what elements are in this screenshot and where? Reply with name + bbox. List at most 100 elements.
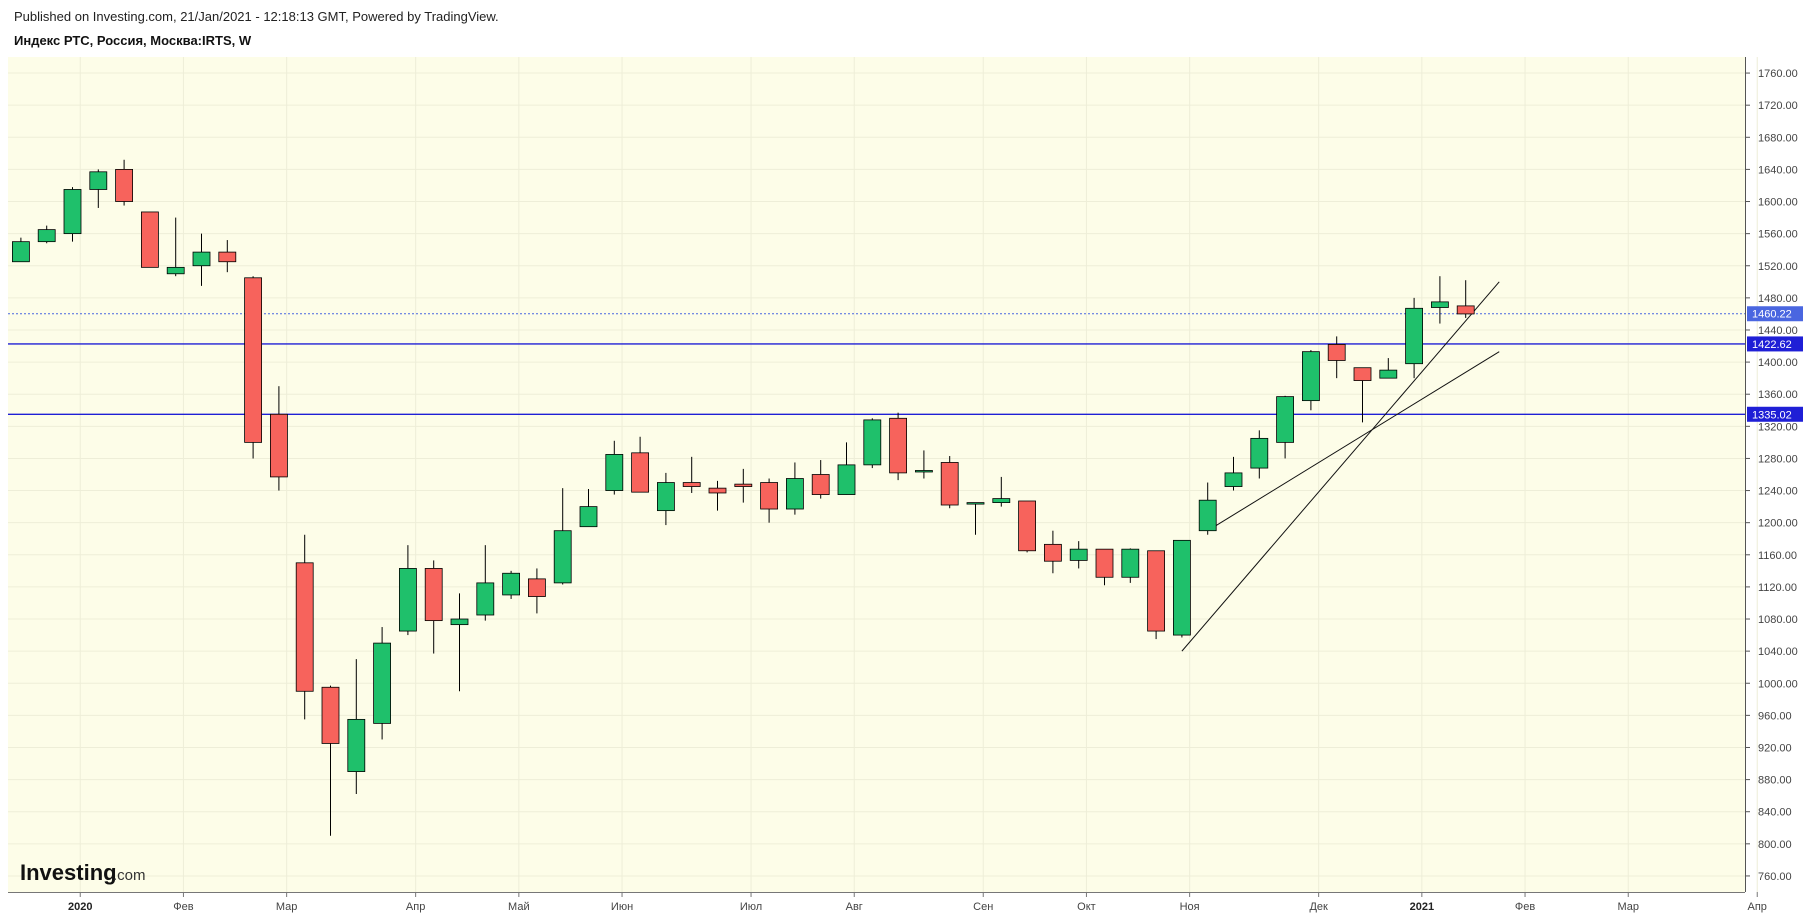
candle-body	[734, 483, 753, 487]
candle	[889, 412, 907, 481]
candle	[192, 233, 211, 286]
candle	[347, 659, 366, 795]
last-price-label-bg	[1747, 306, 1803, 322]
price-tick-label: 1000.00	[1758, 678, 1798, 690]
price-tick-label: 1120.00	[1758, 582, 1797, 594]
candle-body	[115, 169, 133, 202]
candle	[992, 476, 1011, 507]
candle	[1121, 548, 1140, 583]
candle-body	[166, 266, 185, 275]
candle	[244, 276, 263, 459]
price-tick-label: 1200.00	[1758, 518, 1798, 530]
candle-body	[218, 251, 237, 263]
candle-body	[553, 530, 572, 584]
candle	[1353, 367, 1372, 423]
candle	[657, 472, 675, 526]
candle	[579, 488, 598, 528]
time-tick-label: Апр	[406, 901, 425, 913]
price-tick-label: 1640.00	[1758, 164, 1798, 176]
price-tick-label: 1760.00	[1758, 68, 1798, 80]
candle-body	[269, 413, 288, 478]
candles	[11, 159, 1475, 836]
candle	[11, 237, 30, 263]
candle-body	[1095, 548, 1114, 578]
candle-body	[321, 686, 340, 744]
price-tick-label: 960.00	[1758, 710, 1792, 722]
candle	[269, 386, 288, 491]
price-tick-label: 1520.00	[1758, 261, 1798, 273]
investing-logo: Investing .com	[20, 860, 146, 885]
plot-area[interactable]	[8, 57, 1745, 892]
candle-body	[347, 718, 366, 772]
candle	[605, 440, 624, 495]
candle	[811, 460, 830, 499]
time-axis[interactable]: 2020 Фев Мар Апр Май Июн Июл Авг Сен Окт Ноя Дек 202…	[8, 892, 1767, 913]
price-tick-label: 1680.00	[1758, 132, 1798, 144]
candle	[940, 456, 959, 509]
candle	[708, 480, 727, 511]
candle	[140, 211, 159, 268]
candle	[166, 217, 185, 277]
candle-body	[915, 470, 933, 473]
price-tick-label: 1600.00	[1758, 197, 1798, 209]
price-tick-label: 1440.00	[1758, 325, 1798, 337]
candle-body	[11, 241, 30, 263]
horizontal-levels	[8, 313, 1745, 415]
candle	[1069, 541, 1088, 569]
candle-body	[1250, 437, 1269, 469]
candle	[450, 593, 469, 692]
candle	[631, 436, 649, 493]
candle-body	[1327, 344, 1346, 361]
price-axis[interactable]: 760.00 800.00 840.00 880.00 920.00 960.00 1000…	[1745, 68, 1798, 883]
candle-body	[1302, 351, 1320, 402]
trendline	[1181, 281, 1500, 652]
time-tick-label: 2021	[1410, 901, 1434, 913]
time-tick-label: Июн	[611, 901, 633, 913]
price-tick-label: 800.00	[1758, 839, 1792, 851]
candle	[1198, 482, 1217, 535]
price-tick-label: 1480.00	[1758, 293, 1798, 305]
candle	[1379, 358, 1398, 379]
price-tick-label: 920.00	[1758, 742, 1792, 754]
candle	[760, 478, 778, 523]
candle-body	[37, 229, 56, 243]
candle-body	[192, 251, 211, 267]
time-tick-label: Ноя	[1180, 901, 1200, 913]
logo-suffix: .com	[113, 867, 146, 884]
candle	[1276, 395, 1294, 459]
candle	[1224, 456, 1243, 491]
candle-body	[244, 277, 263, 443]
candle-body	[1456, 305, 1475, 315]
candle-body	[1198, 499, 1217, 532]
candle	[1431, 276, 1449, 324]
candle-body	[1224, 472, 1243, 487]
level-price-label-bg	[1747, 406, 1803, 422]
price-tick-label: 1160.00	[1758, 550, 1797, 562]
candle	[63, 187, 82, 242]
candle	[553, 488, 572, 585]
candle	[295, 534, 314, 720]
time-tick-label: Июл	[740, 901, 762, 913]
time-tick-label: Апр	[1748, 901, 1767, 913]
candle-body	[1379, 369, 1398, 379]
candle-body	[398, 568, 417, 632]
time-tick-label: Мар	[276, 901, 298, 913]
candle	[1147, 550, 1165, 640]
candle-body	[889, 417, 907, 474]
candle-body	[63, 189, 82, 235]
candle	[37, 225, 56, 244]
candle	[1044, 530, 1062, 574]
candle-body	[295, 562, 314, 692]
candle-body	[140, 211, 159, 268]
time-tick-label: Мар	[1617, 901, 1639, 913]
trendline	[1207, 351, 1500, 532]
published-caption: Published on Investing.com, 21/Jan/2021 …	[14, 9, 499, 24]
candle-body	[940, 462, 959, 506]
candle	[863, 418, 882, 469]
candle	[1173, 539, 1191, 638]
candle	[502, 570, 521, 599]
price-tick-label: 1320.00	[1758, 421, 1798, 433]
candle-body	[450, 618, 469, 626]
candle-body	[89, 171, 108, 190]
